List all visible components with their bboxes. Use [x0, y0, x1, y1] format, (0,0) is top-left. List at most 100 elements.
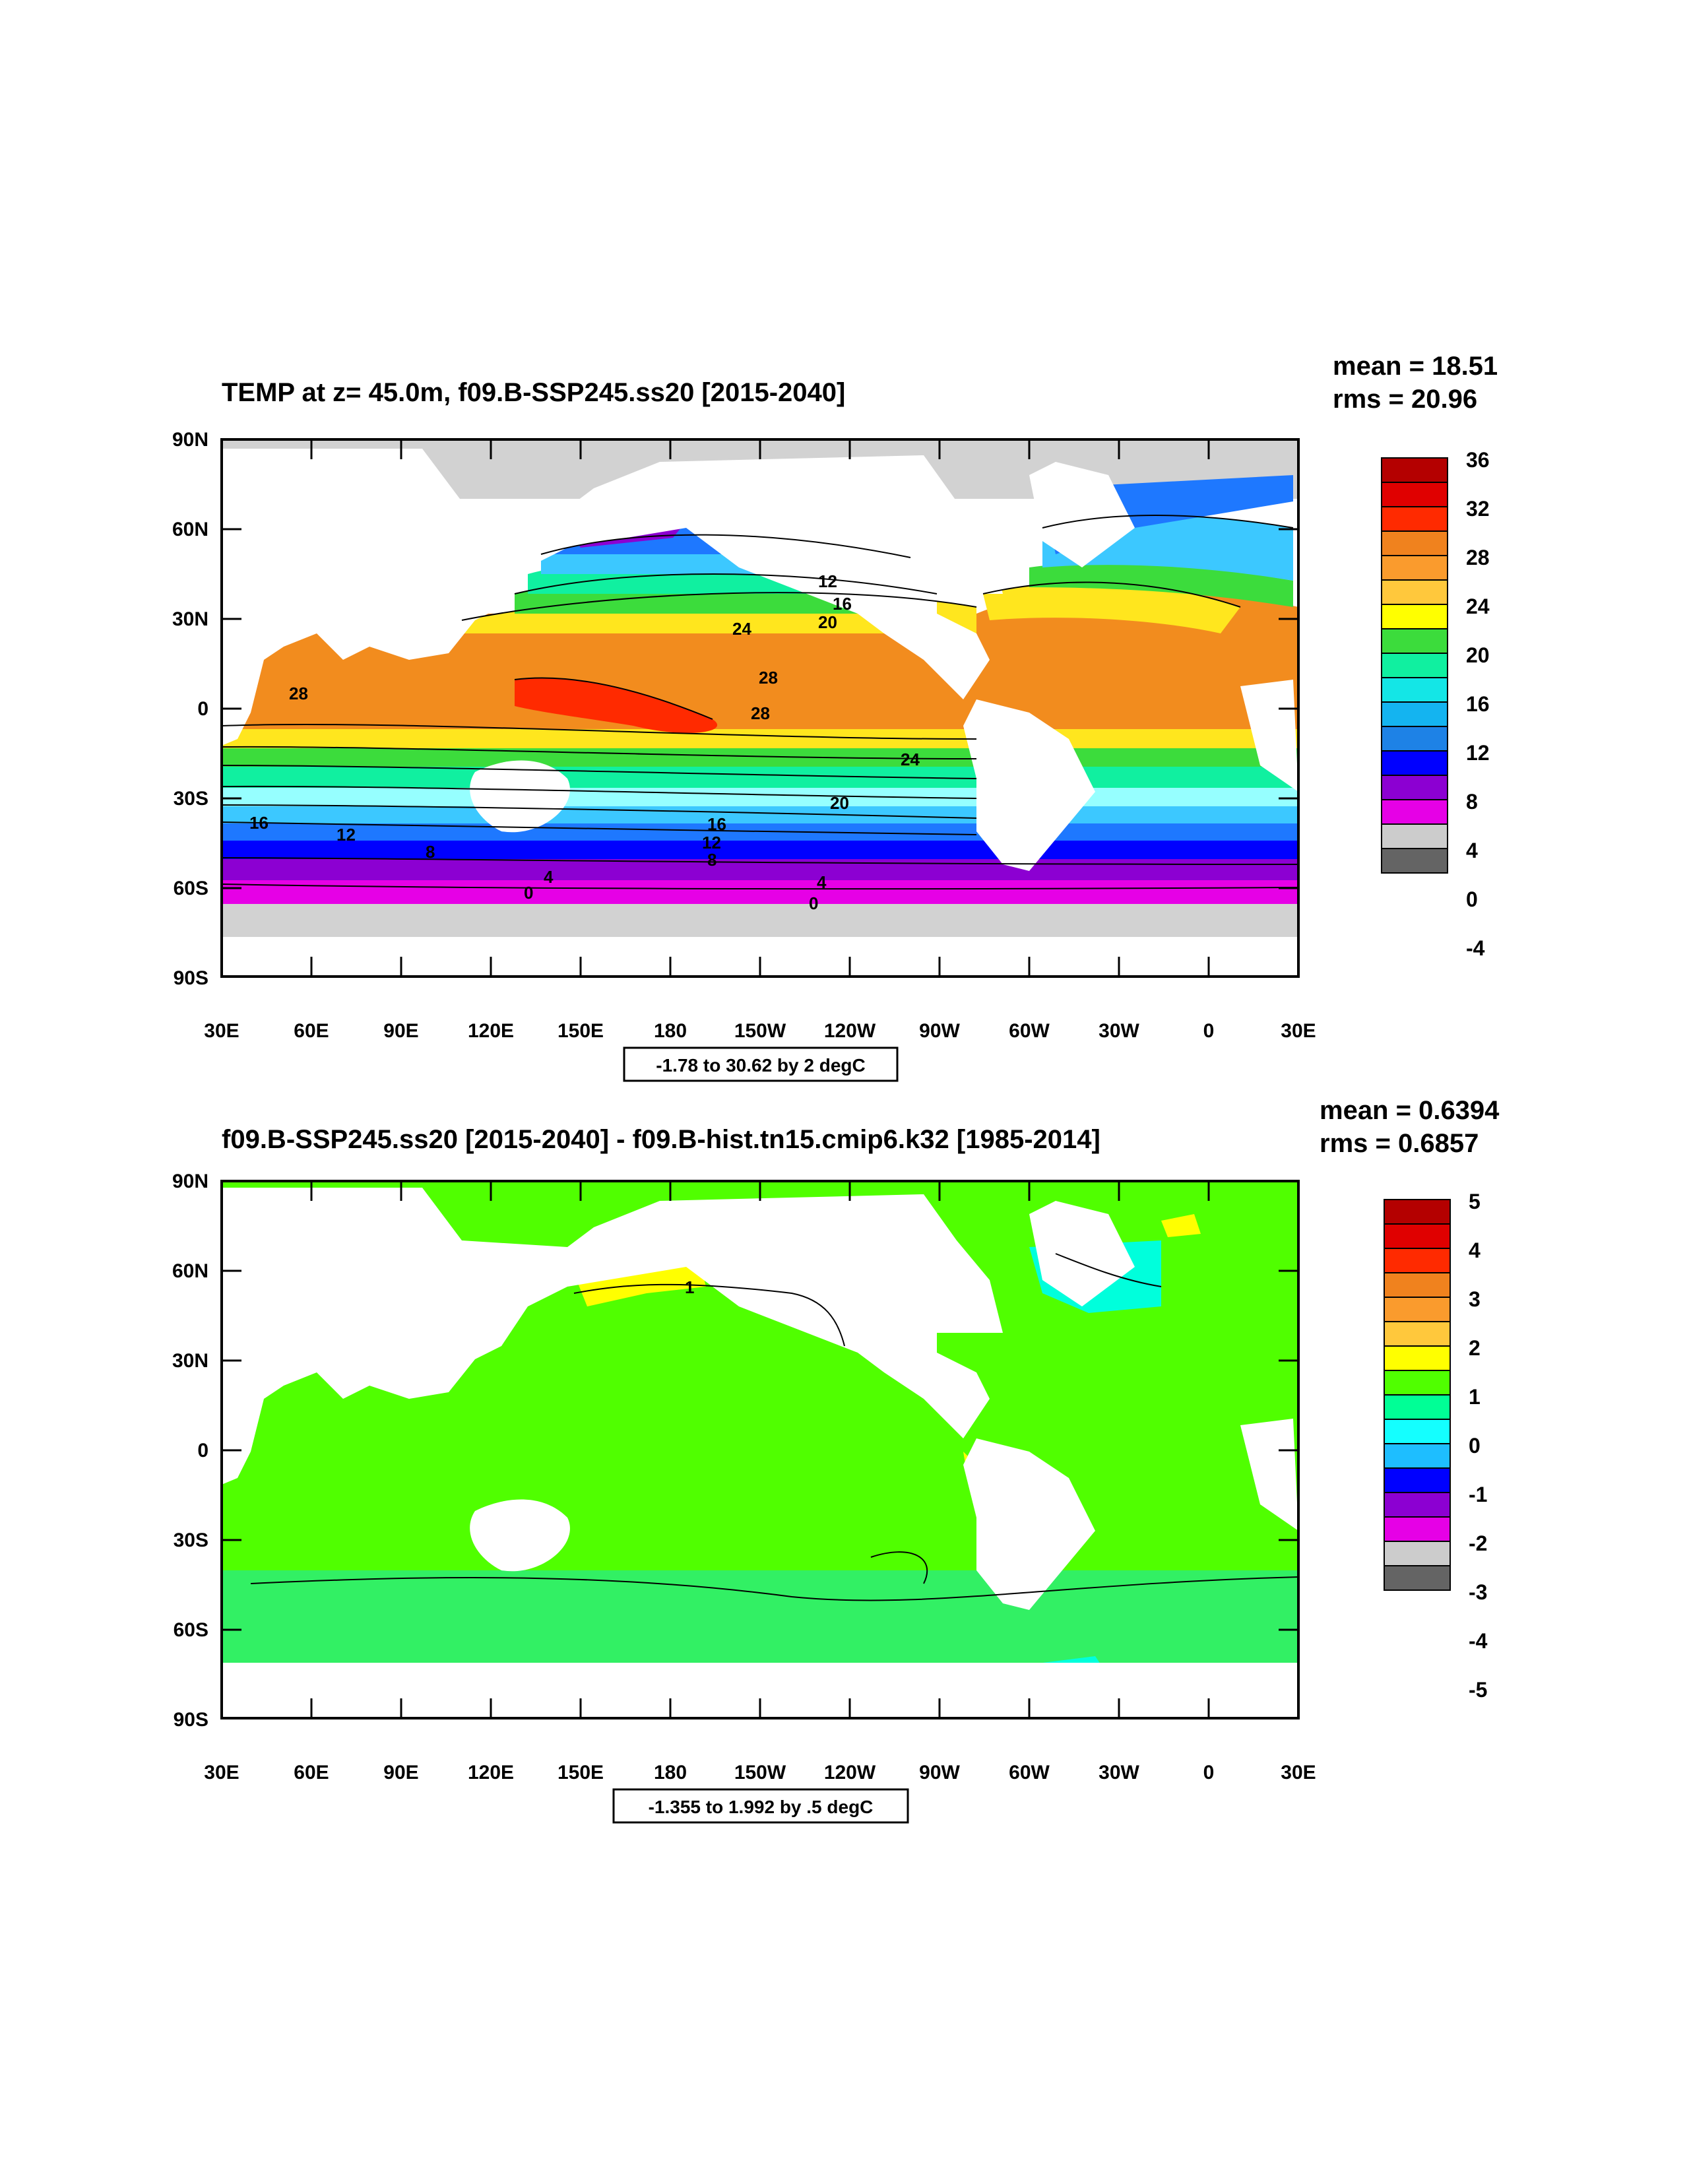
- contour-label: 16: [249, 813, 269, 833]
- y-tick-label: 30N: [172, 608, 208, 630]
- panel-title: f09.B-SSP245.ss20 [2015-2040] - f09.B-hi…: [222, 1125, 1100, 1154]
- greenland: [1029, 462, 1135, 567]
- north-atlantic-temperate: [1029, 562, 1293, 607]
- colorbar-label: -4: [1469, 1629, 1488, 1653]
- greenland: [1029, 1201, 1135, 1306]
- colorbar-label: 3: [1469, 1287, 1481, 1311]
- australia: [470, 1499, 570, 1572]
- y-tick-label: 60S: [174, 1619, 208, 1641]
- colorbar-label: -2: [1469, 1531, 1487, 1555]
- x-tick-label: 60E: [294, 1020, 329, 1042]
- colorbar-labels: 36 32 28 24 20 16 12 8 4 0 -4: [1466, 448, 1490, 960]
- colorbar-label: 4: [1466, 839, 1478, 862]
- warm-pool: [515, 678, 718, 733]
- colorbar-label: -1: [1469, 1483, 1487, 1506]
- anomaly-positive: [1161, 1214, 1201, 1237]
- contour-label: 16: [833, 594, 852, 614]
- colorbar-label: 20: [1466, 643, 1490, 667]
- contour-label: 12: [702, 833, 721, 852]
- x-tick-label: 120W: [824, 1020, 876, 1042]
- x-tick-label: 150W: [734, 1762, 786, 1783]
- y-ticks: [222, 438, 1298, 889]
- colorbar-label: 32: [1466, 497, 1490, 521]
- contour-label: 4: [544, 867, 554, 887]
- temperature-field: [222, 439, 1298, 977]
- south-america: [963, 1438, 1095, 1610]
- colorbar-label: 1: [1469, 1385, 1481, 1409]
- y-tick-label: 90N: [172, 429, 208, 451]
- x-tick-label: 0: [1203, 1762, 1215, 1783]
- contour-lines: [222, 515, 1298, 890]
- x-tick-label: 30W: [1099, 1762, 1139, 1783]
- difference-figure: f09.B-SSP245.ss20 [2015-2040] - f09.B-hi…: [172, 1096, 1500, 1824]
- x-tick-label: 30W: [1099, 1020, 1139, 1042]
- x-tick-label: 0: [1203, 1020, 1215, 1042]
- x-tick-label: 180: [654, 1762, 687, 1783]
- rms-stat: rms = 0.6857: [1320, 1129, 1479, 1158]
- contour-labels: 28 24 20 16 12 28 28 24 20 16 12 8 16 12…: [249, 571, 920, 913]
- temperature-panel: TEMP at z= 45.0m, f09.B-SSP245.ss20 [201…: [172, 352, 1498, 1082]
- y-tick-label: 0: [197, 1440, 208, 1461]
- x-axis: 30E 60E 90E 120E 150E 180 150W 120W 90W …: [204, 1762, 1316, 1783]
- x-tick-label: 150E: [558, 1762, 604, 1783]
- rms-stat: rms = 20.96: [1333, 385, 1477, 414]
- colorbar-label: 12: [1466, 741, 1490, 765]
- band-10-12: [222, 805, 1298, 823]
- contour-label: 8: [707, 850, 717, 870]
- y-tick-label: 30S: [174, 788, 208, 810]
- australia: [470, 760, 570, 833]
- colorbar-label: -4: [1466, 936, 1485, 960]
- y-tick-label: 30N: [172, 1350, 208, 1372]
- band-12-16: [222, 787, 1298, 806]
- contour-label: 20: [818, 612, 837, 632]
- x-tick-label: 180: [654, 1020, 687, 1042]
- contour-label: 24: [732, 619, 751, 639]
- colorbar-label: 8: [1466, 790, 1478, 814]
- y-tick-label: 90S: [174, 967, 208, 989]
- colorbar-label: -3: [1469, 1580, 1487, 1604]
- contour-label: 12: [336, 825, 356, 845]
- y-axis: 90N 60N 30N 0 30S 60S 90S: [172, 1171, 208, 1731]
- contour-label: 0: [809, 893, 818, 913]
- contour-label: 28: [289, 684, 308, 703]
- y-tick-label: 90S: [174, 1709, 208, 1731]
- mean-stat: mean = 0.6394: [1320, 1096, 1500, 1125]
- y-ticks: [222, 1180, 1298, 1631]
- band-20-24: [222, 726, 1298, 748]
- mean-stat: mean = 18.51: [1333, 352, 1498, 381]
- band-16-18: [222, 765, 1298, 788]
- y-axis: 90N 60N 30N 0 30S 60S 90S: [172, 429, 208, 989]
- y-tick-label: 90N: [172, 1171, 208, 1192]
- x-tick-label: 120W: [824, 1762, 876, 1783]
- colorbar-label: 2: [1469, 1336, 1481, 1360]
- x-tick-label: 120E: [468, 1020, 514, 1042]
- x-tick-label: 60W: [1009, 1762, 1050, 1783]
- africa: [1240, 1419, 1298, 1531]
- band-0-4: [222, 878, 1298, 904]
- contour-label: 28: [759, 668, 778, 688]
- contour-info-box: [612, 1788, 909, 1824]
- x-tick-label: 90E: [383, 1020, 418, 1042]
- y-tick-label: 60N: [172, 519, 208, 540]
- x-tick-label: 30E: [204, 1762, 239, 1783]
- x-tick-label: 90W: [919, 1762, 960, 1783]
- x-tick-label: 150E: [558, 1020, 604, 1042]
- colorbar-label: 24: [1466, 594, 1490, 618]
- x-tick-label: 90W: [919, 1020, 960, 1042]
- colorbar-label: 16: [1466, 692, 1490, 716]
- x-tick-label: 60E: [294, 1762, 329, 1783]
- panel-title: TEMP at z= 45.0m, f09.B-SSP245.ss20 [201…: [222, 378, 845, 407]
- north-atlantic-subtropical: [983, 582, 1240, 633]
- colorbar-label: 4: [1469, 1238, 1481, 1262]
- band-6-8: [222, 839, 1298, 859]
- y-tick-label: 60N: [172, 1260, 208, 1282]
- colorbar-label: -5: [1469, 1678, 1487, 1702]
- x-ticks: [310, 1181, 1210, 1718]
- contour-label: 20: [830, 793, 849, 813]
- x-tick-label: 30E: [204, 1020, 239, 1042]
- colorbar-label: 28: [1466, 546, 1490, 569]
- contour-label: 28: [751, 703, 770, 723]
- contour-label: 1: [685, 1277, 694, 1297]
- band-4-6: [222, 858, 1298, 880]
- colorbar-labels: 5 4 3 2 1 0 -1 -2 -3 -4 -5: [1469, 1190, 1488, 1702]
